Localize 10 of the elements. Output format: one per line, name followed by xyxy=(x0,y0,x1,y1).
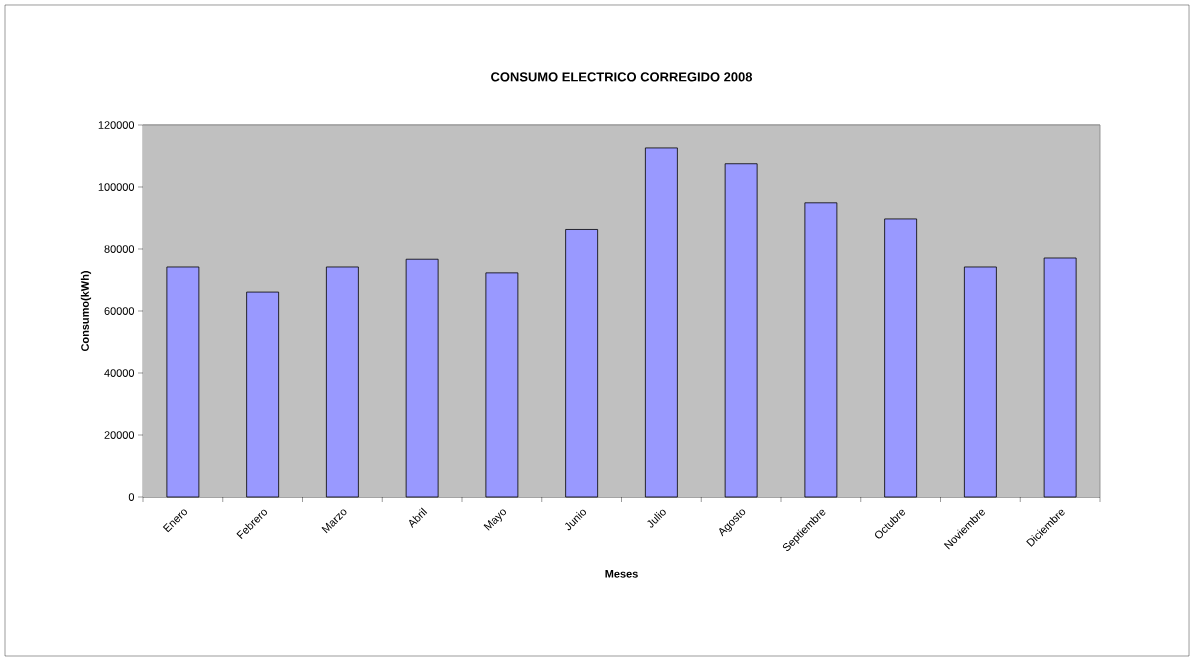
y-tick-label: 100000 xyxy=(98,183,135,191)
chart-title: CONSUMO ELECTRICO CORREGIDO 2008 xyxy=(491,72,753,82)
x-axis-title: Meses xyxy=(605,570,638,578)
y-tick-label: 80000 xyxy=(104,245,135,253)
y-tick-label: 120000 xyxy=(98,121,135,129)
y-tick-label: 40000 xyxy=(104,369,135,377)
y-tick-label: 0 xyxy=(128,493,135,501)
y-axis-title: Consumo(kWh) xyxy=(80,271,92,352)
y-tick-label: 60000 xyxy=(104,307,135,315)
y-tick-label: 20000 xyxy=(104,431,135,439)
